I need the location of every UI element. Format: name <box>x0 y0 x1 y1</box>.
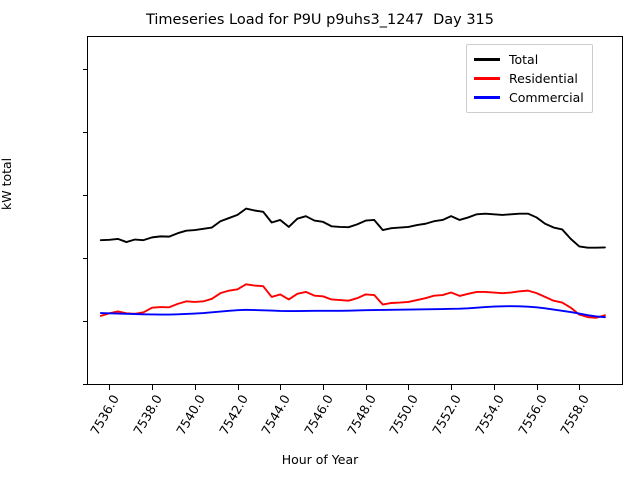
x-axis-label: Hour of Year <box>281 452 359 467</box>
legend-swatch-total <box>474 58 500 61</box>
y-axis-tick-mark <box>83 68 88 70</box>
y-axis-tick-mark <box>83 131 88 133</box>
legend-label-commercial: Commercial <box>509 90 584 105</box>
x-axis-tick-mark <box>579 385 581 390</box>
plot-area <box>87 36 623 385</box>
legend-swatch-commercial <box>474 96 500 99</box>
y-axis-label: kW total <box>0 157 14 210</box>
x-axis-tick-mark <box>152 385 154 390</box>
x-axis-tick-mark <box>408 385 410 390</box>
x-axis-tick-mark <box>194 385 196 390</box>
y-axis-tick-mark <box>83 384 88 386</box>
x-axis-tick-mark <box>109 385 111 390</box>
series-line-commercial <box>99 305 606 319</box>
chart-title: Timeseries Load for P9U p9uhs3_1247 Day … <box>145 12 495 28</box>
plot-lines <box>99 207 606 319</box>
series-line-residential <box>99 283 606 319</box>
legend-label-residential: Residential <box>509 71 578 86</box>
y-axis-tick-mark <box>83 257 88 259</box>
x-axis-tick-mark <box>237 385 239 390</box>
legend-label-total: Total <box>509 52 539 67</box>
x-axis-tick-mark <box>365 385 367 390</box>
y-axis-tick-mark <box>83 194 88 196</box>
legend-item-residential[interactable]: Residential <box>474 69 584 88</box>
chart-figure: Timeseries Load for P9U p9uhs3_1247 Day … <box>0 12 623 467</box>
legend-item-commercial[interactable]: Commercial <box>474 88 584 107</box>
legend-item-total[interactable]: Total <box>474 50 584 69</box>
series-line-total <box>99 207 606 249</box>
legend-swatch-residential <box>474 77 500 80</box>
x-axis-tick-mark <box>322 385 325 390</box>
x-axis-tick-mark <box>280 385 282 390</box>
y-axis-tick-mark <box>83 320 88 322</box>
x-axis-tick-mark <box>451 385 453 390</box>
chart-legend: Total Residential Commercial <box>466 44 593 113</box>
x-axis-tick-mark <box>493 385 495 390</box>
x-axis-tick-mark <box>536 385 538 390</box>
